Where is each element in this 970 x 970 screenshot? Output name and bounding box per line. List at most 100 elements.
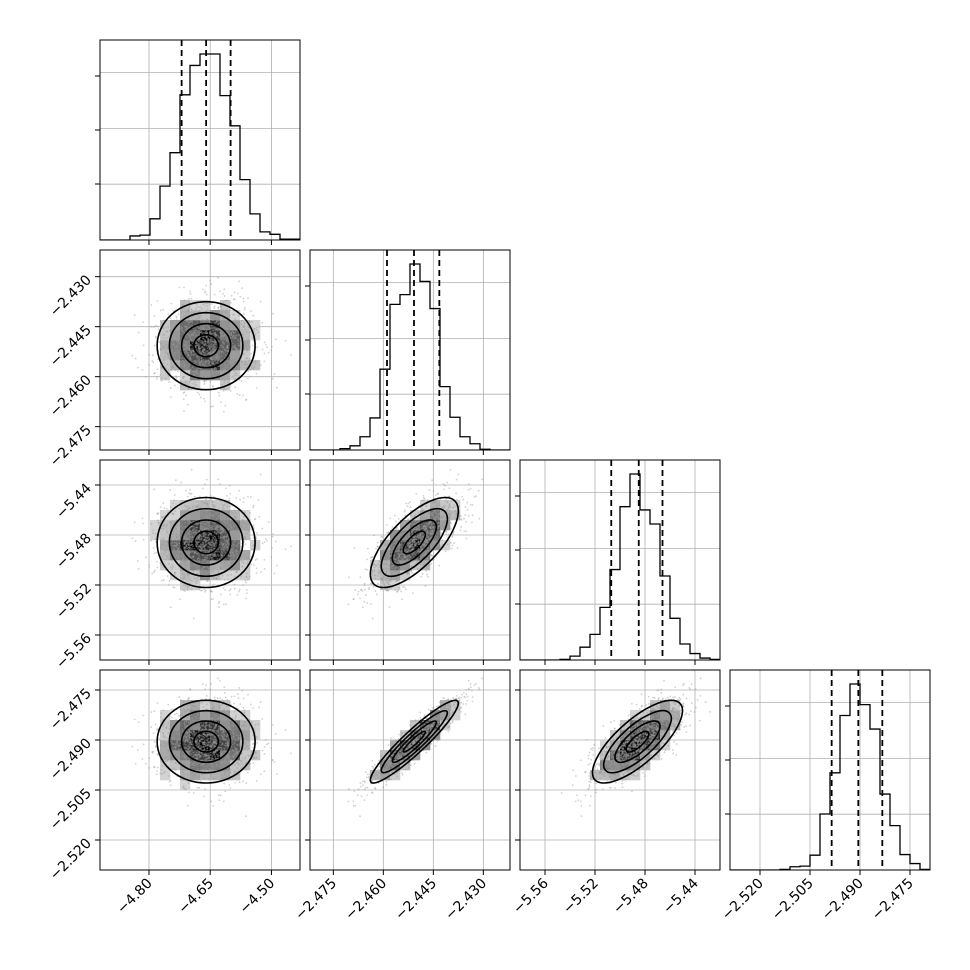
sample-point	[366, 602, 369, 604]
sample-point	[232, 335, 234, 338]
sample-point	[210, 544, 213, 547]
sample-point	[186, 310, 189, 313]
sample-point	[202, 559, 205, 561]
sample-point	[252, 314, 255, 317]
sample-point	[414, 553, 417, 556]
sample-point	[377, 574, 380, 577]
sample-point	[228, 372, 231, 375]
sample-point	[186, 517, 189, 520]
sample-point	[432, 527, 435, 530]
sample-point	[189, 312, 192, 315]
density-cell	[180, 540, 191, 551]
sample-point	[196, 768, 199, 771]
sample-point	[411, 540, 413, 543]
sample-point	[422, 525, 425, 528]
sample-point	[212, 348, 214, 351]
sample-point	[234, 729, 236, 731]
sample-point	[430, 553, 433, 556]
sample-point	[213, 583, 215, 586]
sample-point	[208, 328, 211, 330]
sample-point	[227, 341, 230, 344]
sample-point	[233, 550, 236, 552]
sample-point	[463, 530, 466, 533]
sample-point	[212, 705, 215, 708]
sample-point	[190, 525, 193, 528]
sample-point	[183, 365, 186, 368]
sample-point	[178, 538, 181, 540]
sample-point	[201, 517, 203, 520]
sample-point	[185, 319, 188, 322]
sample-point	[207, 343, 210, 346]
sample-point	[225, 540, 228, 542]
sample-point	[186, 495, 189, 498]
sample-point	[442, 521, 444, 524]
sample-point	[429, 526, 431, 529]
sample-point	[442, 524, 444, 527]
sample-point	[402, 558, 404, 560]
sample-point	[387, 577, 390, 580]
sample-point	[209, 332, 212, 335]
sample-point	[209, 527, 212, 529]
sample-point	[263, 352, 266, 355]
sample-point	[438, 504, 441, 507]
sample-point	[455, 505, 457, 508]
sample-point	[177, 546, 180, 549]
sample-point	[238, 334, 241, 337]
sample-point	[194, 370, 197, 373]
sample-point	[198, 338, 201, 341]
sample-point	[194, 739, 197, 741]
sample-point	[210, 339, 213, 341]
sample-point	[234, 518, 237, 521]
sample-point	[220, 354, 223, 357]
sample-point	[374, 563, 376, 566]
sample-point	[152, 361, 155, 364]
sample-point	[217, 319, 220, 322]
sample-point	[455, 498, 458, 501]
sample-point	[255, 387, 258, 389]
sample-point	[193, 773, 196, 776]
sample-point	[188, 355, 191, 358]
sample-point	[203, 573, 206, 576]
sample-point	[216, 327, 219, 330]
sample-point	[227, 380, 229, 383]
sample-point	[202, 288, 204, 291]
sample-point	[413, 544, 416, 546]
sample-point	[405, 548, 407, 551]
sample-point	[187, 552, 190, 555]
sample-point	[206, 510, 208, 513]
sample-point	[441, 544, 444, 546]
sample-point	[430, 514, 433, 517]
sample-point	[208, 351, 211, 354]
sample-point	[226, 346, 229, 348]
sample-point	[189, 326, 191, 328]
sample-point	[236, 552, 239, 555]
sample-point	[411, 538, 414, 541]
sample-point	[224, 521, 227, 524]
sample-point	[192, 514, 194, 516]
sample-point	[407, 542, 410, 544]
sample-point	[240, 518, 243, 521]
sample-point	[216, 531, 219, 534]
sample-point	[171, 535, 173, 538]
sample-point	[229, 360, 232, 363]
sample-point	[418, 550, 421, 553]
sample-point	[213, 525, 216, 527]
sample-point	[211, 527, 214, 530]
sample-point	[177, 342, 180, 344]
sample-point	[273, 373, 276, 375]
sample-point	[169, 606, 172, 609]
sample-point	[201, 350, 204, 353]
sample-point	[202, 363, 205, 366]
sample-point	[411, 548, 414, 551]
sample-point	[197, 535, 200, 538]
sample-point	[397, 536, 399, 538]
sample-point	[200, 569, 203, 572]
sample-point	[223, 348, 226, 351]
sample-point	[196, 306, 199, 308]
sample-point	[157, 521, 160, 524]
sample-point	[406, 558, 409, 561]
density-cell	[440, 540, 451, 551]
sample-point	[383, 583, 386, 586]
sample-point	[208, 347, 211, 350]
sample-point	[156, 325, 159, 328]
